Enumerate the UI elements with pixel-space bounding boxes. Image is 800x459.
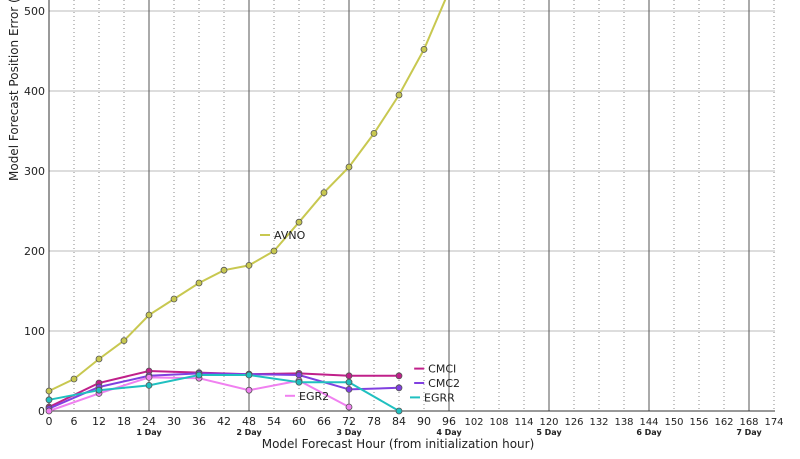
data-point: [295, 218, 303, 226]
day-label: 7 Day: [736, 428, 762, 437]
x-tick-label: 24: [142, 415, 156, 428]
y-tick-label: 0: [38, 405, 45, 418]
data-point: [295, 371, 303, 379]
x-tick-label: 108: [489, 417, 508, 428]
data-point: [145, 381, 153, 389]
data-point: [95, 386, 103, 394]
x-tick-label: 54: [267, 415, 281, 428]
data-point: [370, 129, 378, 137]
data-point: [145, 311, 153, 319]
day-label: 1 Day: [136, 428, 162, 437]
x-tick-label: 84: [392, 415, 406, 428]
series-avno: AVNO: [45, 0, 447, 395]
data-point: [245, 386, 253, 394]
data-point: [195, 279, 203, 287]
data-point: [245, 261, 253, 269]
x-tick-label: 48: [242, 415, 256, 428]
legend-label: CMCI: [428, 363, 456, 376]
x-tick-label: 174: [764, 417, 783, 428]
data-point: [245, 371, 253, 379]
x-tick-label: 96: [442, 415, 456, 428]
series-egrr: EGRR: [45, 371, 455, 415]
x-tick-label: 120: [539, 417, 558, 428]
x-tick-label: 114: [514, 417, 533, 428]
day-label: 5 Day: [536, 428, 562, 437]
data-point: [345, 385, 353, 393]
x-tick-label: 12: [92, 415, 106, 428]
x-tick-label: 156: [689, 417, 708, 428]
x-tick-label: 0: [46, 415, 53, 428]
series-cmci: CMCI: [45, 363, 456, 411]
legend-label: AVNO: [274, 229, 306, 242]
series-line: [48, 372, 400, 410]
data-point: [195, 371, 203, 379]
data-point: [345, 163, 353, 171]
x-tick-label: 42: [217, 415, 231, 428]
x-tick-label: 30: [167, 415, 181, 428]
data-point: [395, 91, 403, 99]
x-tick-label: 18: [117, 415, 131, 428]
data-point: [170, 295, 178, 303]
data-point: [345, 403, 353, 411]
data-point: [45, 407, 53, 415]
axis-ticks: 0 100 200 300 400 500 0 6 12 18 24 30 36 42 48 54 60 66 72…: [24, 5, 784, 437]
y-tick-label: 200: [24, 245, 45, 258]
x-axis-label: Model Forecast Hour (from initialization…: [262, 437, 535, 451]
data-point: [395, 384, 403, 392]
data-point: [95, 355, 103, 363]
x-tick-label: 60: [292, 415, 306, 428]
x-tick-label: 72: [342, 415, 356, 428]
data-point: [295, 378, 303, 386]
x-tick-label: 78: [367, 415, 381, 428]
y-tick-label: 400: [24, 85, 45, 98]
data-point: [345, 372, 353, 380]
data-point: [120, 337, 128, 345]
x-tick-label: 138: [614, 417, 633, 428]
data-point: [145, 373, 153, 381]
legend-label: EGR2: [299, 390, 329, 403]
y-tick-label: 500: [24, 5, 45, 18]
x-tick-label: 102: [464, 417, 483, 428]
data-point: [270, 247, 278, 255]
legend-label: CMC2: [428, 377, 460, 390]
y-tick-label: 100: [24, 325, 45, 338]
x-tick-label: 66: [317, 415, 331, 428]
day-label: 4 Day: [436, 428, 462, 437]
data-point: [320, 189, 328, 197]
data-point: [395, 407, 403, 415]
x-tick-label: 162: [714, 417, 733, 428]
grid: [48, 0, 775, 412]
x-tick-label: 150: [664, 417, 683, 428]
x-tick-label: 36: [192, 415, 206, 428]
data-point: [220, 266, 228, 274]
data-point: [45, 387, 53, 395]
data-point: [70, 375, 78, 383]
x-tick-label: 144: [639, 417, 658, 428]
legend-label: EGRR: [424, 391, 455, 404]
day-label: 2 Day: [236, 428, 262, 437]
data-point: [345, 378, 353, 386]
y-axis-label: Model Forecast Position Error (: [7, 0, 21, 181]
series-line: [48, 374, 400, 412]
x-tick-label: 126: [564, 417, 583, 428]
data-point: [395, 372, 403, 380]
day-label: 6 Day: [636, 428, 662, 437]
day-label: 3 Day: [336, 428, 362, 437]
x-tick-label: 168: [739, 417, 758, 428]
x-tick-label: 90: [417, 415, 431, 428]
x-tick-label: 6: [71, 415, 78, 428]
data-point: [45, 396, 53, 404]
data-point: [420, 46, 428, 53]
x-tick-label: 132: [589, 417, 608, 428]
y-tick-label: 300: [24, 165, 45, 178]
